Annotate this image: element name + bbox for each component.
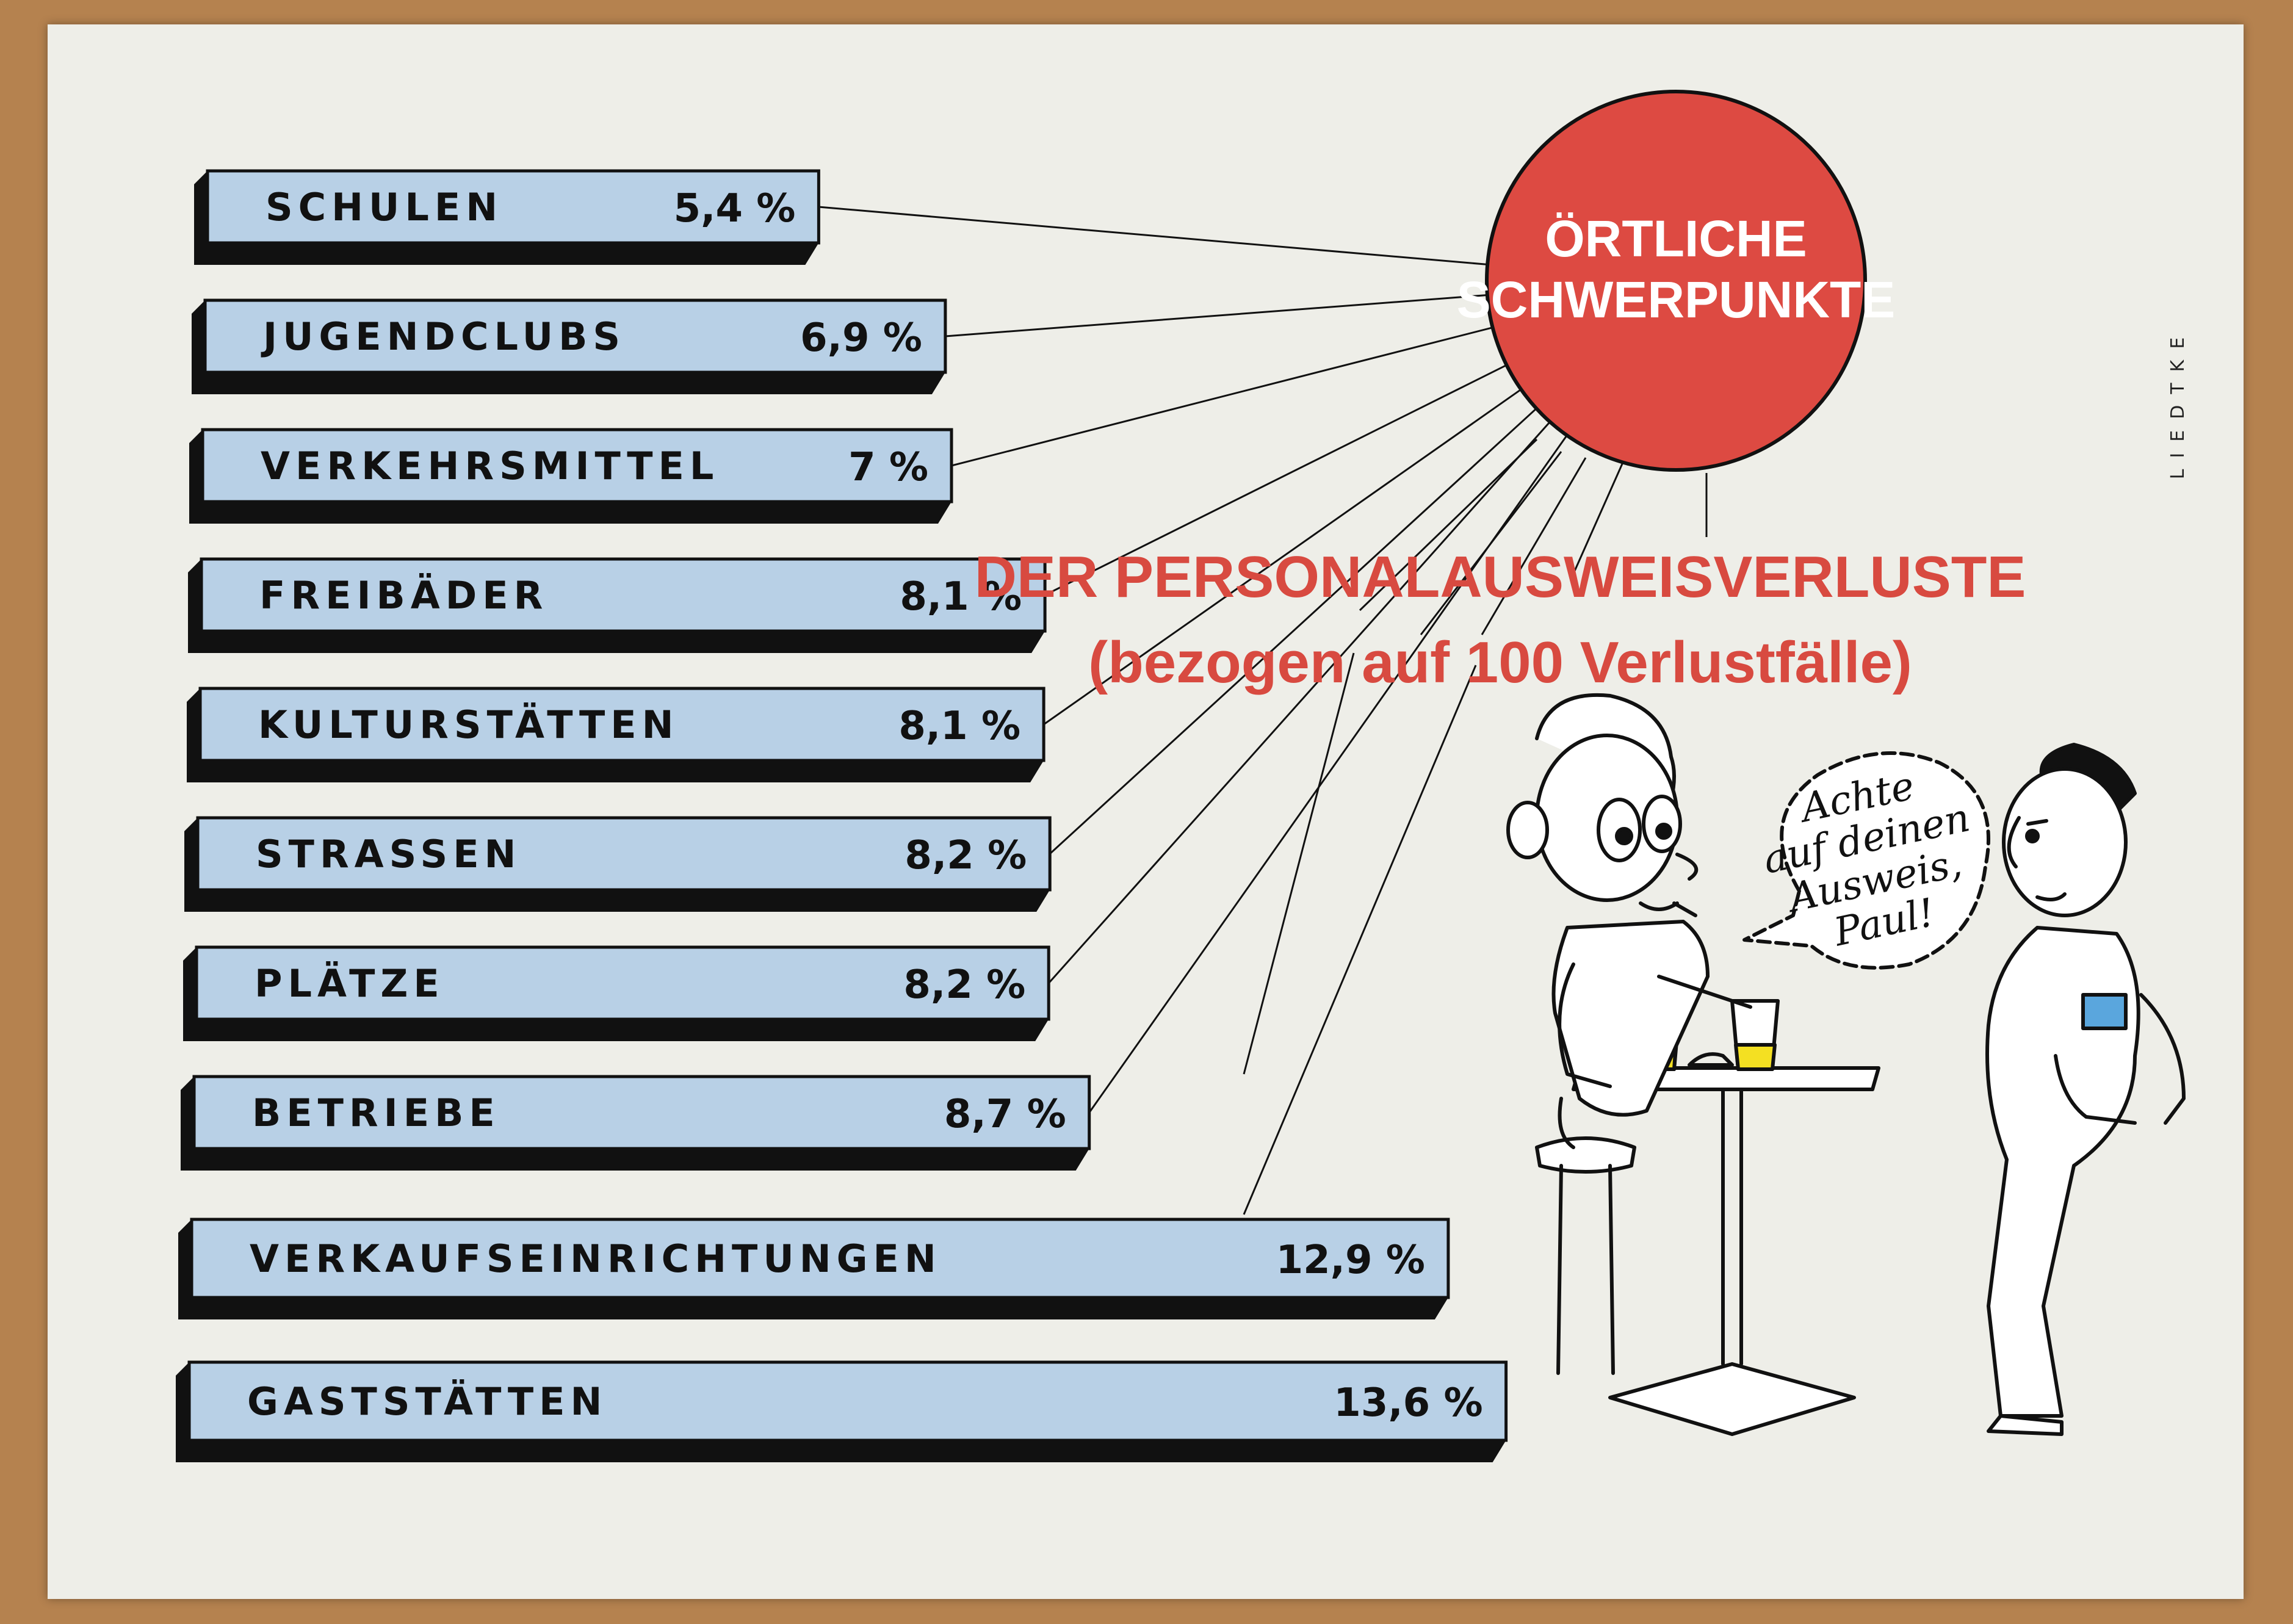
- bar-category-label: STRASSEN: [256, 832, 521, 876]
- bar: [201, 428, 953, 503]
- connector-line: [1043, 388, 1522, 726]
- bar: [198, 687, 1045, 762]
- bar-shadow: [194, 171, 819, 265]
- bar-value-label: 8,2 %: [903, 962, 1025, 1008]
- ashtray: [1688, 1052, 1734, 1067]
- table-leg: [1721, 1088, 1743, 1366]
- bar-value-label: 7 %: [848, 445, 928, 490]
- bar-stool-seat: [1535, 1136, 1636, 1174]
- bar-value-label: 8,1 %: [898, 704, 1020, 749]
- bar-group: GASTSTÄTTEN 13,6 %: [176, 1360, 1508, 1462]
- bar-category-label: BETRIEBE: [252, 1091, 500, 1135]
- beer-right: [1734, 1043, 1777, 1071]
- bar-value-label: 8,1 %: [900, 574, 1022, 619]
- bar-value-label: 13,6 %: [1334, 1380, 1482, 1426]
- bar-group: PLÄTZE 8,2 %: [183, 945, 1050, 1041]
- chart-subtitle: DER PERSONALAUSWEISVERLUSTE: [975, 544, 2026, 610]
- bar-category-label: SCHULEN: [265, 185, 503, 229]
- bar-group: VERKEHRSMITTEL 7 %: [189, 428, 953, 524]
- bar-group: SCHULEN 5,4 %: [194, 169, 820, 265]
- bar-shadow: [181, 1077, 1089, 1171]
- bar-category-label: FREIBÄDER: [259, 573, 548, 618]
- id-card-in-pocket: [2081, 993, 2128, 1030]
- bar-shadow: [189, 430, 952, 524]
- title-circle: ÖRTLICHE SCHWERPUNKTE: [1457, 90, 1896, 472]
- chart: SCHULEN 5,4 % JUGENDCLUBS 6,9 % VERKEHRSMITT…: [176, 90, 2189, 1462]
- ray-line: [1420, 451, 1562, 635]
- bar: [187, 1360, 1508, 1442]
- bar-shadow: [188, 559, 1045, 653]
- bar: [192, 1075, 1091, 1150]
- bar: [196, 816, 1052, 892]
- bar-group: JUGENDCLUBS 6,9 %: [192, 298, 947, 394]
- connector-lines: [818, 206, 1708, 1215]
- ray-line: [1572, 463, 1623, 574]
- bar-shadow: [178, 1219, 1448, 1319]
- connector-line: [1044, 364, 1508, 596]
- bar-category-label: JUGENDCLUBS: [261, 314, 626, 359]
- bar-group: BETRIEBE 8,7 %: [181, 1075, 1091, 1171]
- table-foot: [1608, 1362, 1856, 1436]
- bar-value-label: 8,2 %: [905, 833, 1027, 878]
- bar: [206, 169, 820, 245]
- bar-shadow: [176, 1362, 1506, 1462]
- connector-line: [818, 206, 1488, 265]
- bar-shadow: [184, 818, 1050, 912]
- ray-line: [1359, 438, 1538, 612]
- cartoon-illustration: [1506, 693, 2186, 1436]
- ray-line: [1243, 652, 1355, 1075]
- bars: SCHULEN 5,4 % JUGENDCLUBS 6,9 % VERKEHRSMITT…: [176, 169, 1508, 1462]
- bar: [190, 1218, 1450, 1299]
- bar-shadow: [187, 688, 1044, 782]
- man-right: [1985, 743, 2186, 1436]
- ray-line: [1481, 457, 1587, 635]
- bar-group: FREIBÄDER 8,1 %: [188, 557, 1047, 653]
- bar-value-label: 12,9 %: [1276, 1238, 1425, 1283]
- speech-bubble: [1742, 751, 1990, 970]
- bar-group: STRASSEN 8,2 %: [184, 816, 1052, 912]
- bar-group: VERKAUFSEINRICHTUNGEN 12,9 %: [178, 1218, 1450, 1319]
- man-left: [1506, 693, 1752, 1149]
- bar-category-label: VERKAUFSEINRICHTUNGEN: [250, 1236, 942, 1281]
- bar: [200, 557, 1047, 633]
- chart-title-line2: SCHWERPUNKTE: [1457, 271, 1896, 328]
- bar-value-label: 8,7 %: [944, 1092, 1066, 1137]
- bar-value-label: 5,4 %: [674, 186, 796, 231]
- bar-category-label: KULTURSTÄTTEN: [258, 702, 679, 747]
- connector-line: [951, 327, 1493, 467]
- ray-line: [1243, 665, 1477, 1215]
- connector-line: [1048, 421, 1551, 984]
- bar: [203, 298, 947, 374]
- chart-subtitle-note: (bezogen auf 100 Verlustfälle): [1088, 630, 1912, 695]
- title-circle-shape: [1485, 90, 1867, 472]
- bar-shadow: [183, 947, 1049, 1041]
- bar-value-label: 6,9 %: [800, 316, 922, 361]
- poster: SCHULEN 5,4 % JUGENDCLUBS 6,9 % VERKEHRSMITT…: [48, 24, 2244, 1599]
- connector-line: [945, 294, 1488, 337]
- connector-line: [1049, 408, 1537, 855]
- bar-group: KULTURSTÄTTEN 8,1 %: [187, 687, 1045, 782]
- bar: [195, 945, 1050, 1021]
- bar-shadow: [192, 300, 945, 394]
- bar-stool-legs: [1556, 1164, 1615, 1375]
- bar-category-label: VERKEHRSMITTEL: [261, 444, 719, 488]
- bar-category-label: PLÄTZE: [255, 961, 445, 1006]
- bar-category-label: GASTSTÄTTEN: [247, 1379, 607, 1424]
- chart-title-line1: ÖRTLICHE: [1545, 210, 1807, 267]
- artist-signature: LIEDTKE: [2167, 327, 2189, 480]
